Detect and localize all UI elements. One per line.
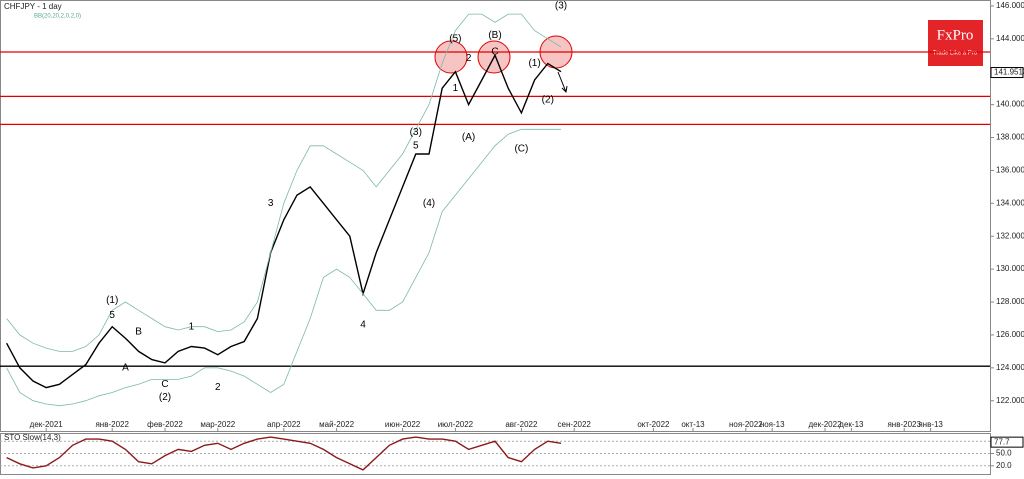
y-tick-label: 20.0 <box>996 461 1012 470</box>
series-line <box>6 436 562 471</box>
highlight-circle <box>434 40 468 74</box>
wave-label: (A) <box>462 132 475 143</box>
x-tick-label: мар-2022 <box>200 420 235 429</box>
y-tick-label: 126.000 <box>996 330 1024 339</box>
y-tick-label: 134.000 <box>996 198 1024 207</box>
y-tick-label: 130.000 <box>996 264 1024 273</box>
wave-label: (1) <box>106 295 118 306</box>
wave-label: (2) <box>542 94 554 105</box>
x-tick-label: дек-13 <box>839 420 864 429</box>
x-tick-label: янв-13 <box>918 420 943 429</box>
wave-label: (B) <box>488 30 501 41</box>
y-tick-label: 132.000 <box>996 231 1024 240</box>
wave-label: (3) <box>410 127 422 138</box>
x-tick-label: янв-2022 <box>95 420 129 429</box>
wave-label: B <box>135 326 142 337</box>
x-tick-label: май-2022 <box>319 420 354 429</box>
x-tick-label: авг-2022 <box>505 420 538 429</box>
wave-label: (3) <box>555 1 567 12</box>
arrow <box>557 71 568 94</box>
x-tick-label: апр-2022 <box>267 420 301 429</box>
wave-label: 1 <box>189 321 195 332</box>
logo: FxPro <box>937 27 974 43</box>
last-value-label: 77.7 <box>994 437 1010 446</box>
y-tick-label: 144.000 <box>996 34 1024 43</box>
x-tick-label: дек-2021 <box>30 420 64 429</box>
series-line <box>6 13 562 352</box>
chart-title: CHFJPY - 1 day <box>4 2 62 11</box>
x-tick-label: окт-2022 <box>637 420 670 429</box>
x-tick-label: янв-2023 <box>887 420 921 429</box>
wave-label: 4 <box>360 320 366 331</box>
y-tick-label: 136.000 <box>996 166 1024 175</box>
y-tick-label: 146.000 <box>996 1 1024 10</box>
x-tick-label: ноя-13 <box>760 420 785 429</box>
wave-label: 5 <box>109 310 115 321</box>
y-tick-label: 128.000 <box>996 297 1024 306</box>
x-tick-label: сен-2022 <box>558 420 592 429</box>
wave-label: (4) <box>423 198 435 209</box>
wave-label: C <box>161 379 168 390</box>
wave-label: 3 <box>268 198 274 209</box>
y-tick-label: 124.000 <box>996 363 1024 372</box>
series-line <box>5 53 562 389</box>
wave-label: 5 <box>413 140 419 151</box>
wave-label: (1) <box>528 58 540 69</box>
x-tick-label: окт-13 <box>681 420 705 429</box>
wave-label: (C) <box>514 144 528 155</box>
wave-label: (2) <box>159 392 171 403</box>
sto-title: STO Slow(14,3) <box>4 433 61 442</box>
y-tick-label: 138.000 <box>996 133 1024 142</box>
x-tick-label: июн-2022 <box>385 420 421 429</box>
wave-label: C <box>491 47 498 58</box>
wave-label: (5) <box>449 33 461 44</box>
wave-label: 2 <box>466 53 472 64</box>
y-tick-label: 50.0 <box>996 449 1012 458</box>
x-tick-label: фев-2022 <box>147 420 183 429</box>
wave-label: 2 <box>215 382 221 393</box>
y-tick-label: 140.000 <box>996 100 1024 109</box>
x-tick-label: июл-2022 <box>438 420 474 429</box>
wave-label: A <box>122 362 129 373</box>
chart-subtitle: BB(20,20,2,0,2,0) <box>34 14 81 20</box>
last-value-box <box>990 436 1024 448</box>
logo-box <box>928 20 983 66</box>
logo-tagline: Trade Like a Pro <box>933 51 978 57</box>
x-tick-label: дек-2022 <box>808 420 842 429</box>
series-line <box>6 128 561 407</box>
last-value-label: 141.951 <box>994 68 1023 77</box>
wave-label: 1 <box>453 83 459 94</box>
last-value-box <box>990 67 1024 79</box>
y-tick-label: 122.000 <box>996 396 1024 405</box>
x-tick-label: ноя-2022 <box>729 420 763 429</box>
main-pane <box>0 0 991 432</box>
